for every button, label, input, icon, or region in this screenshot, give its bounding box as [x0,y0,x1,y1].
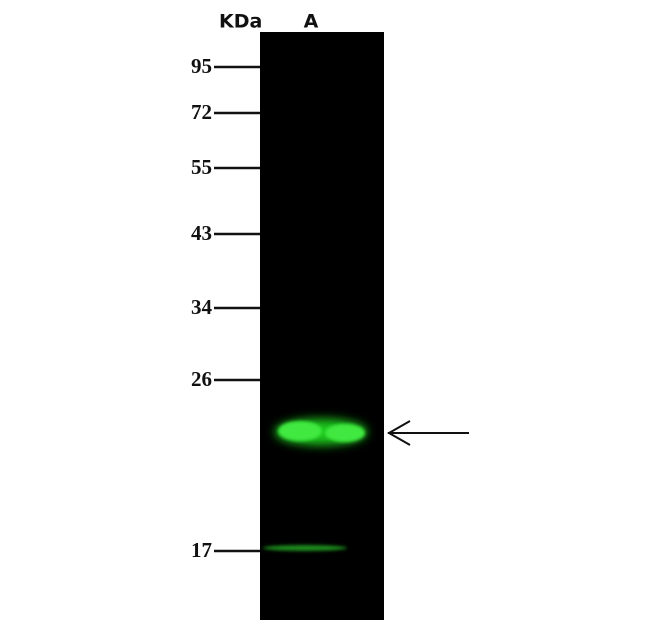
marker-label: 72 [191,100,212,124]
faint-band [263,545,347,551]
marker-label: 43 [191,221,212,245]
marker-label: 95 [191,54,212,78]
arrow-head [386,420,411,446]
unit-label: KDa [219,11,262,33]
marker-label: 55 [191,155,212,179]
marker-label: 34 [191,295,213,319]
marker-ladder: 95 72 55 43 34 26 17 [191,54,260,562]
arrow [386,420,469,446]
band-core [278,421,322,441]
lane-label: A [304,11,319,33]
band-core [325,424,365,442]
lane [260,32,384,620]
main-band [275,419,367,445]
marker-label: 17 [191,538,212,562]
marker-label: 26 [191,367,212,391]
